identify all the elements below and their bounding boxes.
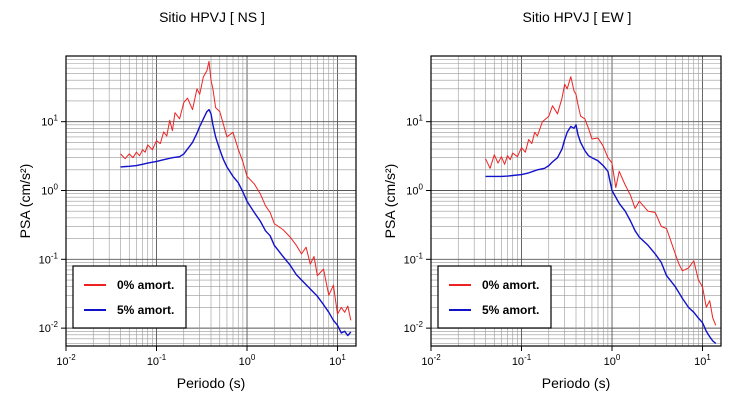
- series-line-damping-5: [120, 108, 352, 337]
- legend-label: 0% amort.: [117, 278, 174, 292]
- x-tick-label: 100: [239, 353, 256, 368]
- tick-exponent: 0: [419, 182, 424, 191]
- chart-title: Sitio HPVJ [ NS ]: [159, 9, 265, 25]
- tick-base: 10: [239, 356, 251, 368]
- legend: 0% amort. 5% amort.: [437, 265, 552, 329]
- series-layer: [120, 60, 352, 337]
- tick-exponent: 0: [54, 182, 59, 191]
- chart-title: Sitio HPVJ [ EW ]: [523, 9, 632, 25]
- legend-label: 5% amort.: [482, 303, 539, 317]
- tick-exponent: -2: [434, 353, 442, 362]
- legend: 0% amort. 5% amort.: [72, 265, 187, 329]
- chart-panel-ns: Sitio HPVJ [ NS ] 10-2 10-1 100 10110-210-1…: [17, 9, 357, 391]
- tick-exponent: 0: [251, 353, 256, 362]
- x-tick-label: 10-1: [512, 353, 532, 368]
- x-tick-label: 100: [604, 353, 621, 368]
- tick-exponent: -2: [51, 320, 59, 329]
- series-line-damping-5: [485, 124, 717, 344]
- legend-box: [72, 265, 187, 329]
- plot-frame: [430, 55, 722, 347]
- y-tick-label: 101: [406, 114, 423, 129]
- chart-panel-ew: Sitio HPVJ [ EW ] 10-2 10-1 100 10110-210-1…: [382, 9, 722, 391]
- y-tick-label: 10-2: [39, 320, 59, 335]
- series-line-damping-0: [120, 60, 352, 321]
- x-tick-label: 101: [694, 353, 711, 368]
- tick-base: 10: [39, 254, 51, 266]
- tick-base: 10: [41, 117, 53, 129]
- y-tick-label: 100: [41, 182, 58, 197]
- tick-base: 10: [147, 356, 159, 368]
- tick-base: 10: [41, 185, 53, 197]
- y-tick-label: 101: [41, 114, 58, 129]
- tick-exponent: 1: [419, 114, 424, 123]
- series-layer: [485, 76, 717, 344]
- plot-frame: [65, 55, 357, 347]
- x-tick-label: 10-2: [56, 353, 76, 368]
- x-axis-label: Periodo (s): [177, 375, 245, 391]
- tick-base: 10: [39, 323, 51, 335]
- tick-exponent: 0: [616, 353, 621, 362]
- legend-label: 5% amort.: [117, 303, 174, 317]
- y-tick-label: 100: [406, 182, 423, 197]
- y-tick-label: 10-1: [39, 251, 59, 266]
- tick-base: 10: [404, 254, 416, 266]
- series-line-damping-0: [485, 76, 717, 326]
- legend-label: 0% amort.: [482, 278, 539, 292]
- legend-box: [437, 265, 552, 329]
- tick-base: 10: [421, 356, 433, 368]
- tick-base: 10: [329, 356, 341, 368]
- tick-exponent: -2: [416, 320, 424, 329]
- tick-base: 10: [406, 117, 418, 129]
- tick-base: 10: [406, 185, 418, 197]
- tick-base: 10: [512, 356, 524, 368]
- tick-base: 10: [694, 356, 706, 368]
- tick-exponent: 1: [341, 353, 346, 362]
- y-axis-label: PSA (cm/s²): [17, 164, 33, 239]
- x-tick-label: 10-1: [147, 353, 167, 368]
- tick-exponent: -2: [69, 353, 77, 362]
- y-tick-label: 10-2: [404, 320, 424, 335]
- tick-exponent: -1: [51, 251, 59, 260]
- tick-base: 10: [604, 356, 616, 368]
- tick-exponent: -1: [159, 353, 167, 362]
- tick-base: 10: [404, 323, 416, 335]
- x-axis-label: Periodo (s): [542, 375, 610, 391]
- tick-exponent: 1: [706, 353, 711, 362]
- y-axis-label: PSA (cm/s²): [382, 164, 398, 239]
- x-tick-label: 10-2: [421, 353, 441, 368]
- tick-exponent: -1: [416, 251, 424, 260]
- tick-exponent: 1: [54, 114, 59, 123]
- x-tick-label: 101: [329, 353, 346, 368]
- y-tick-label: 10-1: [404, 251, 424, 266]
- tick-base: 10: [56, 356, 68, 368]
- tick-exponent: -1: [524, 353, 532, 362]
